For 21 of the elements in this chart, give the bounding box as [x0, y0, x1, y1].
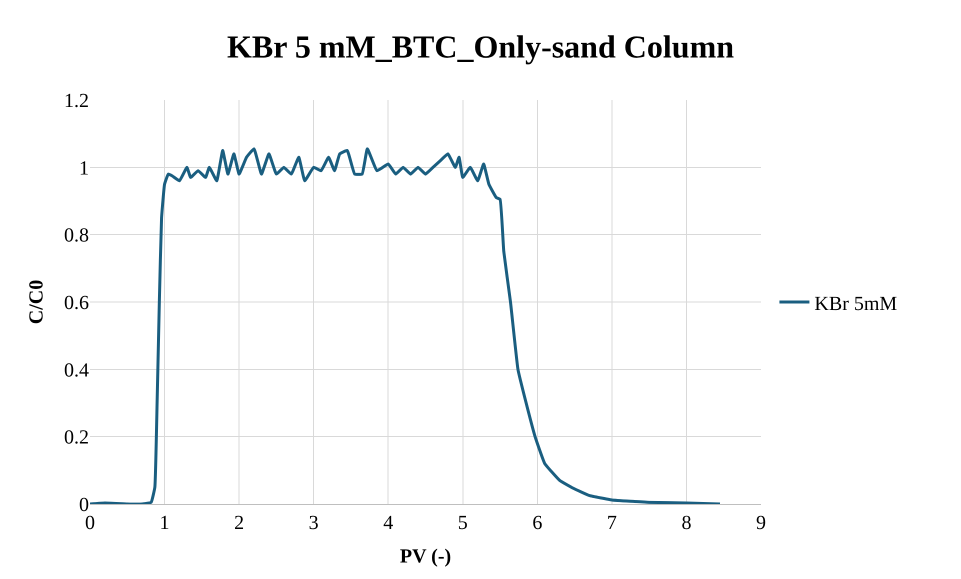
x-tick-label: 1	[160, 512, 170, 534]
x-tick-label: 2	[234, 512, 244, 534]
x-axis-title: PV (-)	[400, 546, 452, 568]
x-tick-label: 7	[606, 512, 617, 534]
x-tick-label: 8	[681, 512, 692, 534]
chart-title: KBr 5 mM_BTC_Only-sand Column	[226, 28, 734, 65]
y-tick-label: 0.2	[64, 426, 89, 449]
y-tick-label: 0.4	[64, 359, 89, 382]
y-tick-label: 0.6	[64, 292, 89, 314]
line-series	[90, 147, 722, 504]
y-tick-label: 1	[79, 157, 89, 180]
y-tick-label: 0	[79, 494, 89, 516]
y-tick-label: 0.8	[64, 224, 89, 247]
y-tick-label: 1.2	[64, 90, 89, 112]
x-tick-label: 4	[383, 512, 394, 534]
legend-label: KBr 5mM	[814, 292, 898, 315]
x-tick-label: 3	[308, 512, 319, 534]
y-axis-title: C/C0	[26, 280, 48, 324]
x-tick-label: 5	[458, 512, 468, 534]
x-tick-label: 9	[756, 512, 766, 534]
x-tick-label: 6	[532, 512, 542, 534]
